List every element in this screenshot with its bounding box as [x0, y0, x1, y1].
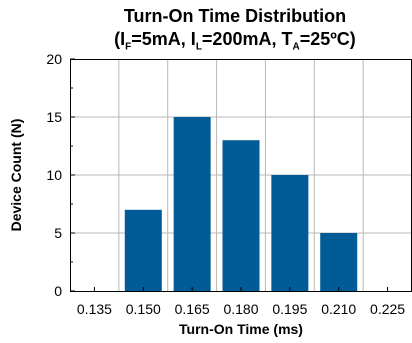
- bar: [124, 209, 162, 291]
- x-tick-label: 0.165: [175, 301, 210, 317]
- bar: [222, 140, 260, 291]
- y-tick-label: 5: [54, 225, 62, 241]
- x-tick-label: 0.150: [126, 301, 161, 317]
- x-tick-label: 0.195: [272, 301, 307, 317]
- x-tick-label: 0.135: [77, 301, 112, 317]
- subtitle-sub-a: A: [292, 41, 300, 53]
- x-tick-label: 0.180: [223, 301, 258, 317]
- subtitle-mid1: =5mA, I: [131, 29, 196, 49]
- bar: [320, 233, 358, 291]
- chart-title: Turn-On Time Distribution: [123, 6, 347, 26]
- bar: [173, 117, 211, 291]
- y-axis-label: Device Count (N): [8, 119, 24, 232]
- subtitle-end: =25ºC): [299, 29, 356, 49]
- x-tick-label: 0.210: [321, 301, 356, 317]
- y-tick-label: 0: [54, 283, 62, 299]
- x-tick-label: 0.225: [370, 301, 405, 317]
- y-tick-label: 20: [46, 51, 62, 67]
- y-tick-label: 15: [46, 109, 62, 125]
- chart-subtitle: (IF=5mA, IL=200mA, TA=25ºC): [0, 29, 412, 53]
- bars: [124, 117, 358, 291]
- subtitle-sub-l: L: [195, 41, 202, 53]
- y-tick-label: 10: [46, 167, 62, 183]
- x-axis-label: Turn-On Time (ms): [179, 321, 303, 337]
- subtitle-sub-f: F: [125, 41, 132, 53]
- subtitle-mid2: =200mA, T: [201, 29, 293, 49]
- bar: [271, 175, 309, 291]
- tick-labels: 0 5 10 15 20 0.135 0.150 0.165 0.180 0.195 0.210 0.…: [46, 51, 405, 317]
- subtitle-open: (I: [114, 29, 126, 49]
